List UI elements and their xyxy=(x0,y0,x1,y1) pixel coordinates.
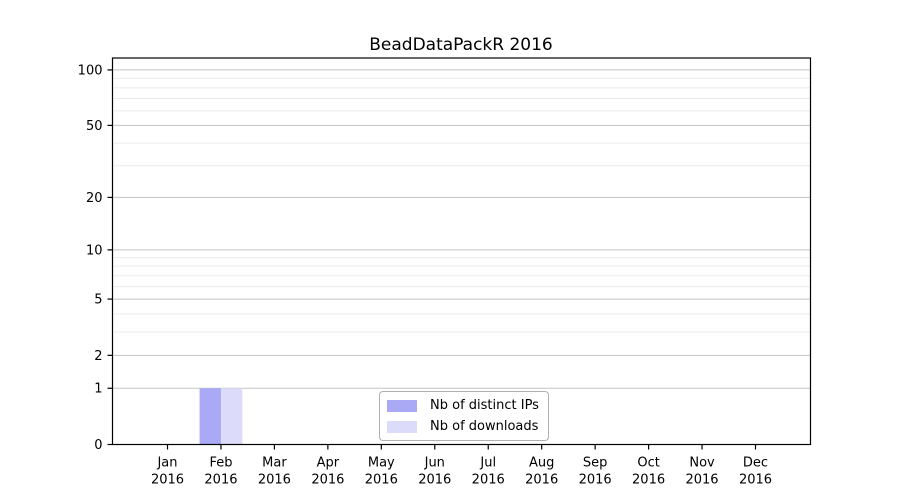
x-tick-label-month: Apr xyxy=(317,456,340,471)
x-tick-label-year: 2016 xyxy=(311,473,344,488)
legend-swatch-downloads xyxy=(387,420,417,433)
legend-item-downloads: Nb of downloads xyxy=(387,418,539,435)
y-tick-label: 1 xyxy=(94,382,102,397)
legend: Nb of distinct IPs Nb of downloads xyxy=(379,391,549,441)
bar-nb-of-distinct-ips xyxy=(199,388,221,445)
x-tick-label-month: Aug xyxy=(529,456,554,471)
x-tick-label-month: Mar xyxy=(262,456,287,471)
x-tick-label-year: 2016 xyxy=(204,473,237,488)
x-tick-label-month: Sep xyxy=(583,456,608,471)
x-tick-label-year: 2016 xyxy=(739,473,772,488)
axes-frame xyxy=(111,57,812,446)
y-tick-label: 2 xyxy=(94,349,102,364)
chart-title: BeadDataPackR 2016 xyxy=(369,35,553,55)
y-tick-label: 5 xyxy=(94,293,102,308)
x-tick-label-month: Jun xyxy=(424,456,445,471)
x-tick-label-month: Jan xyxy=(156,456,177,471)
y-tick-label: 0 xyxy=(94,438,102,453)
x-tick-label-month: Feb xyxy=(209,456,232,471)
x-tick-label-month: Nov xyxy=(689,456,715,471)
y-tick-label: 100 xyxy=(78,63,103,78)
legend-item-distinct-ips: Nb of distinct IPs xyxy=(387,397,539,414)
x-tick-label-year: 2016 xyxy=(525,473,558,488)
x-tick-label-year: 2016 xyxy=(418,473,451,488)
y-tick-label: 10 xyxy=(86,243,103,258)
y-tick-label: 50 xyxy=(86,119,103,134)
legend-label-distinct-ips: Nb of distinct IPs xyxy=(430,398,539,413)
x-tick-label-month: May xyxy=(368,456,395,471)
x-tick-label-year: 2016 xyxy=(365,473,398,488)
bar-nb-of-downloads xyxy=(220,388,243,445)
x-tick-label-month: Dec xyxy=(743,456,768,471)
legend-swatch-distinct-ips xyxy=(387,399,417,412)
x-tick-label-month: Oct xyxy=(637,456,659,471)
x-tick-label-year: 2016 xyxy=(579,473,612,488)
legend-label-downloads: Nb of downloads xyxy=(430,419,539,434)
x-tick-label-year: 2016 xyxy=(685,473,718,488)
x-tick-label-year: 2016 xyxy=(472,473,505,488)
x-tick-label-year: 2016 xyxy=(632,473,665,488)
x-tick-label-year: 2016 xyxy=(258,473,291,488)
x-tick-label-month: Jul xyxy=(479,456,496,471)
x-tick-label-year: 2016 xyxy=(151,473,184,488)
y-tick-label: 20 xyxy=(86,191,103,206)
